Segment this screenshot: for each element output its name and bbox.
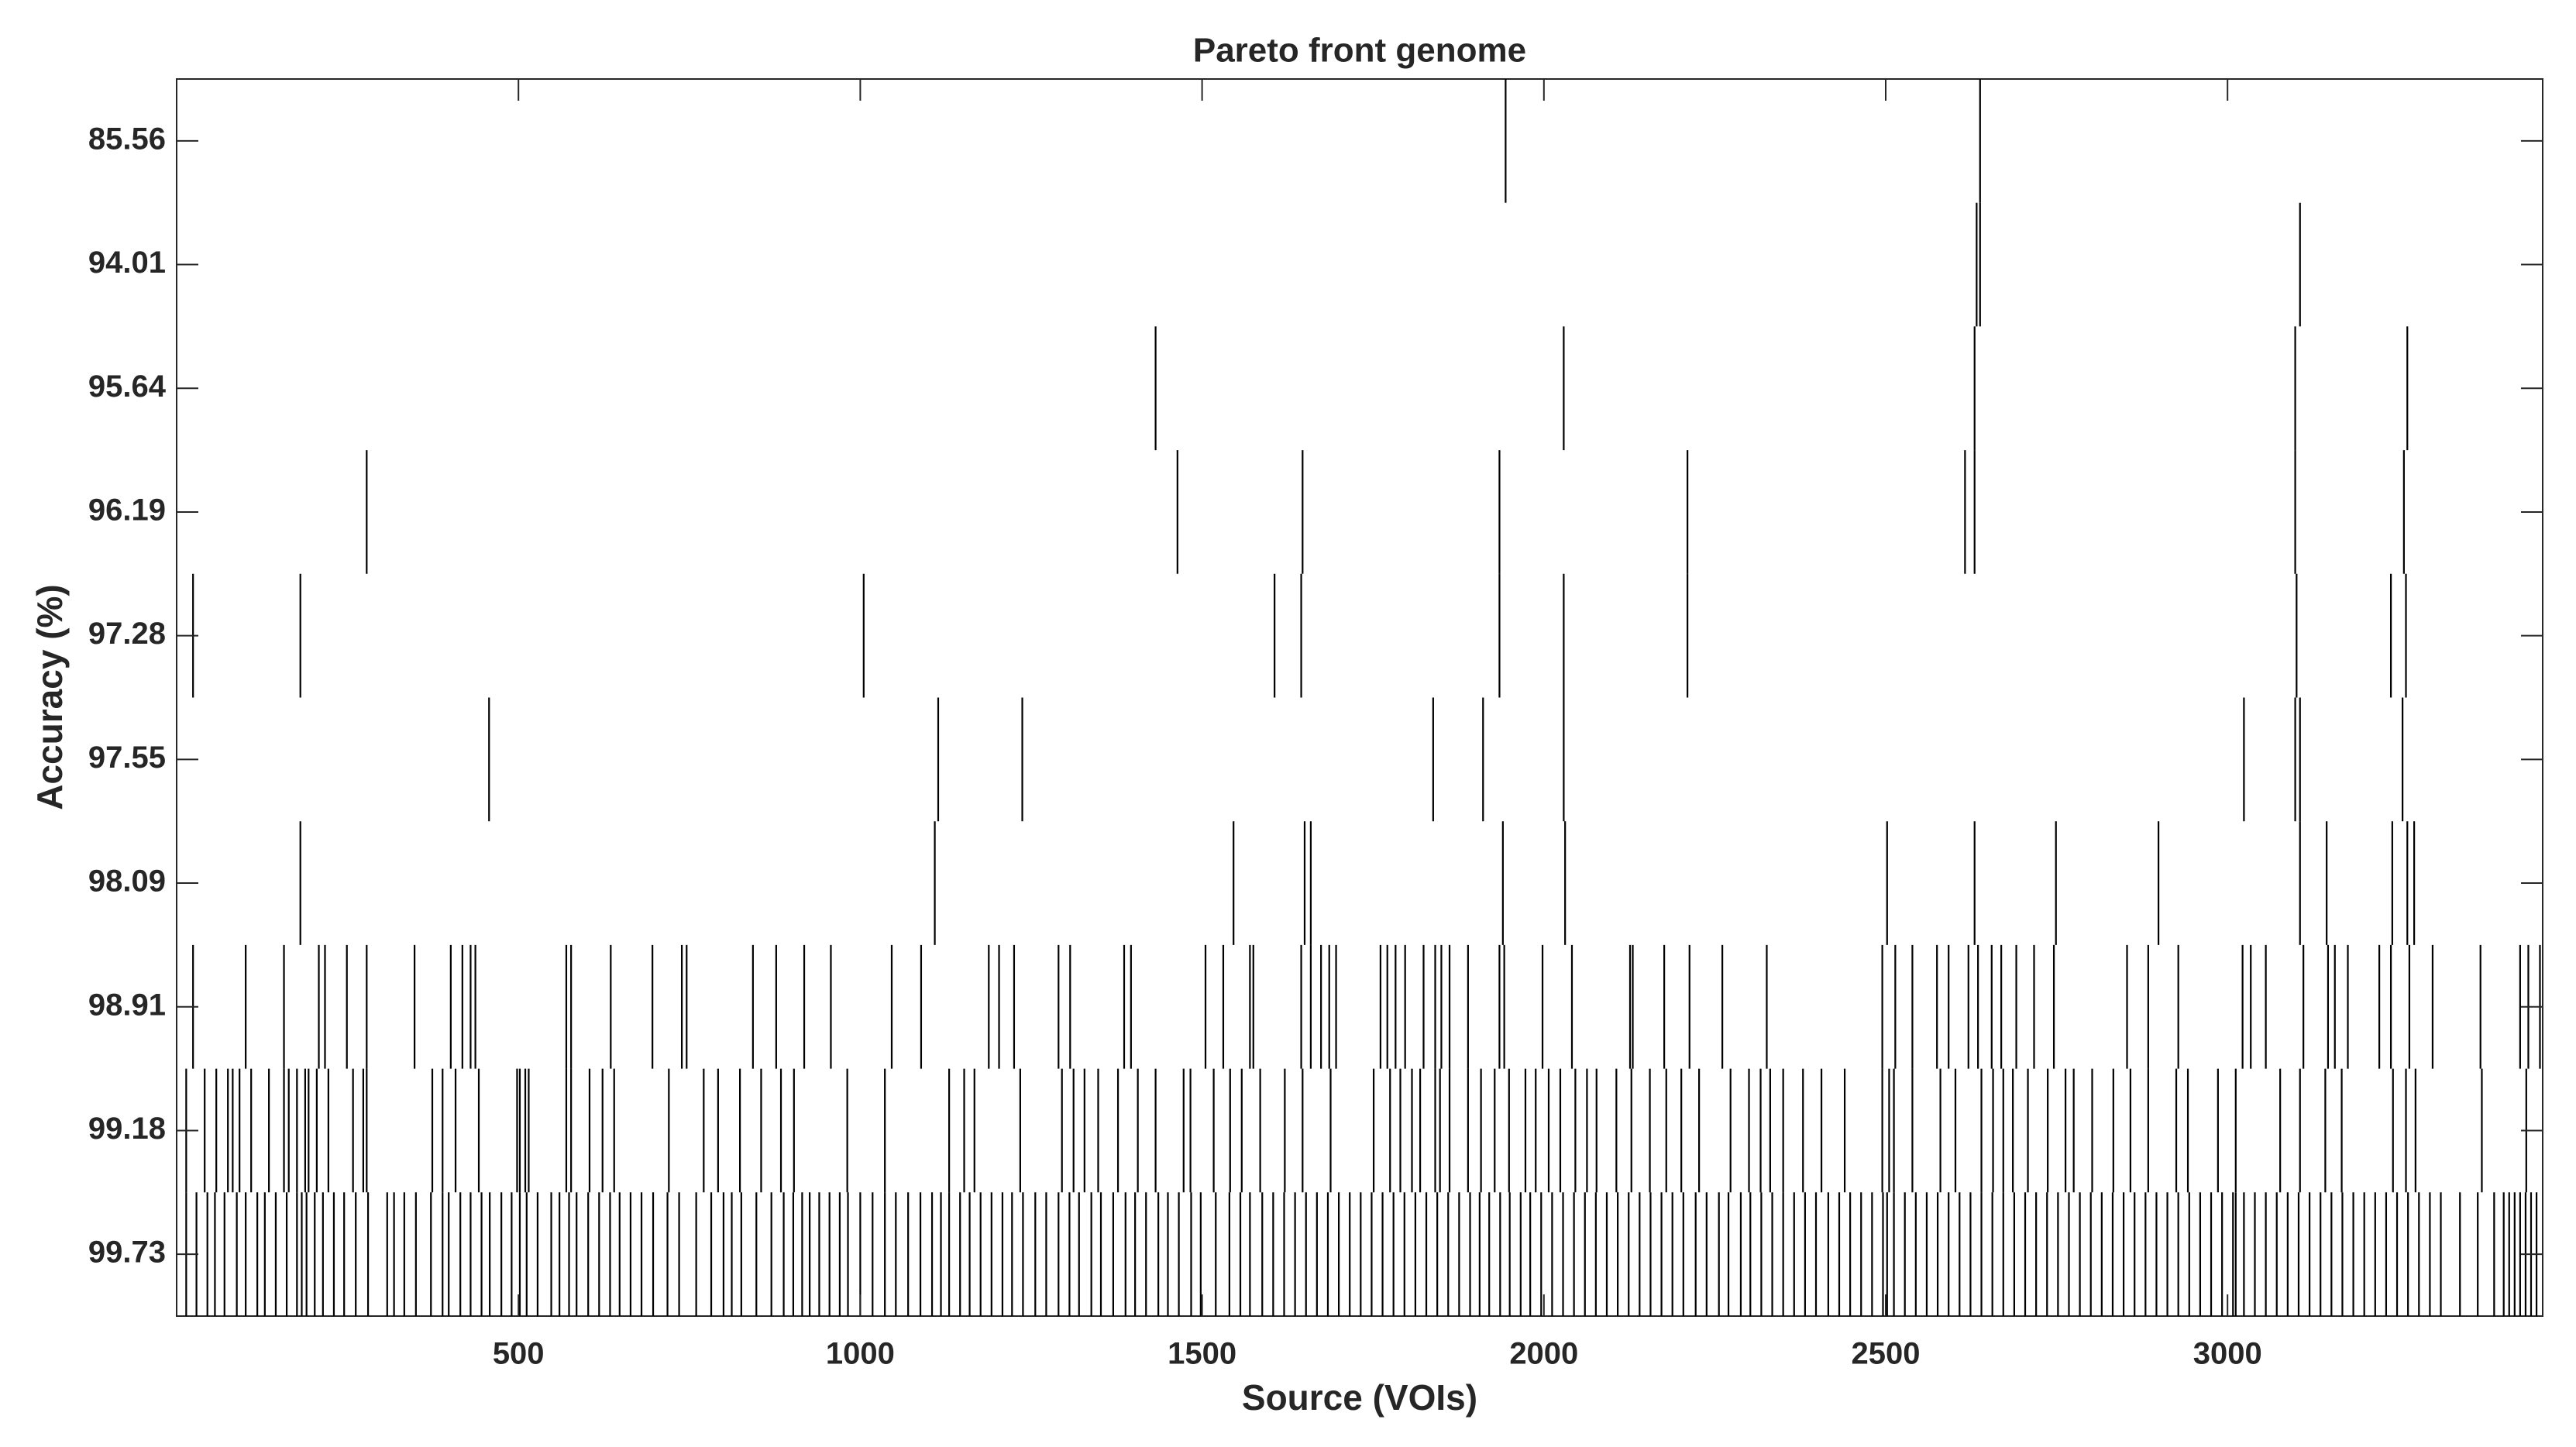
y-tick-label: 95.64 [88, 369, 167, 404]
y-tick-label: 97.28 [88, 617, 166, 651]
y-axis-label: Accuracy (%) [29, 584, 70, 809]
y-tick-label: 98.91 [88, 988, 166, 1022]
x-axis-label: Source (VOIs) [1242, 1377, 1477, 1418]
x-tick-label: 500 [493, 1337, 545, 1371]
x-tick-label: 2500 [1852, 1337, 1921, 1371]
y-tick-label: 85.56 [88, 122, 166, 156]
y-tick-label: 96.19 [88, 493, 166, 528]
y-tick-label: 99.18 [88, 1112, 166, 1146]
x-tick-label: 2000 [1509, 1337, 1578, 1371]
y-tick-label: 94.01 [88, 246, 166, 280]
x-tick-label: 1000 [826, 1337, 895, 1371]
x-tick-label: 3000 [2193, 1337, 2262, 1371]
x-tick-label: 1500 [1168, 1337, 1236, 1371]
y-tick-label: 98.09 [88, 864, 166, 899]
y-tick-label: 99.73 [88, 1236, 166, 1270]
chart-title: Pareto front genome [1193, 32, 1526, 70]
y-tick-label: 97.55 [88, 741, 166, 775]
